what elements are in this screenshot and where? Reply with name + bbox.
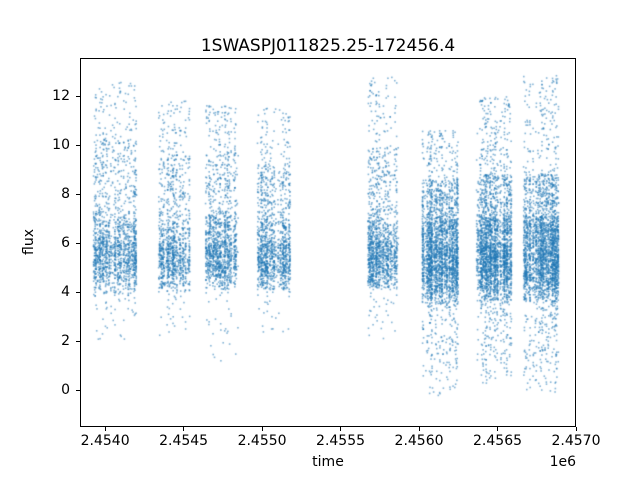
x-tick-label: 2.4545 — [159, 433, 209, 449]
x-tick-label: 2.4540 — [80, 433, 130, 449]
x-tick-mark — [183, 427, 185, 431]
y-tick-mark — [76, 291, 80, 293]
x-axis-offset-text: 1e6 — [549, 454, 576, 470]
x-tick-label: 2.4570 — [551, 433, 601, 449]
scatter-points-canvas — [81, 59, 575, 426]
x-tick-label: 2.4565 — [473, 433, 523, 449]
y-tick-label: 0 — [61, 381, 70, 398]
x-tick-mark — [340, 427, 342, 431]
x-tick-mark — [261, 427, 263, 431]
y-tick-label: 10 — [52, 136, 70, 153]
y-tick-mark — [76, 389, 80, 391]
x-tick-label: 2.4555 — [316, 433, 366, 449]
x-tick-label: 2.4560 — [394, 433, 444, 449]
y-tick-mark — [76, 144, 80, 146]
y-tick-label: 8 — [61, 185, 70, 202]
x-tick-mark — [575, 427, 577, 431]
x-tick-mark — [104, 427, 106, 431]
chart-title: 1SWASPJ011825.25-172456.4 — [200, 36, 456, 56]
x-axis-label: time — [312, 454, 344, 470]
y-tick-label: 6 — [61, 234, 70, 251]
y-tick-label: 12 — [52, 87, 70, 104]
y-tick-label: 4 — [61, 283, 70, 300]
y-tick-mark — [76, 95, 80, 97]
y-tick-mark — [76, 242, 80, 244]
plot-area — [80, 58, 576, 427]
y-tick-mark — [76, 193, 80, 195]
y-tick-label: 2 — [61, 332, 70, 349]
x-tick-mark — [418, 427, 420, 431]
x-tick-mark — [497, 427, 499, 431]
x-tick-label: 2.4550 — [237, 433, 287, 449]
y-tick-mark — [76, 340, 80, 342]
